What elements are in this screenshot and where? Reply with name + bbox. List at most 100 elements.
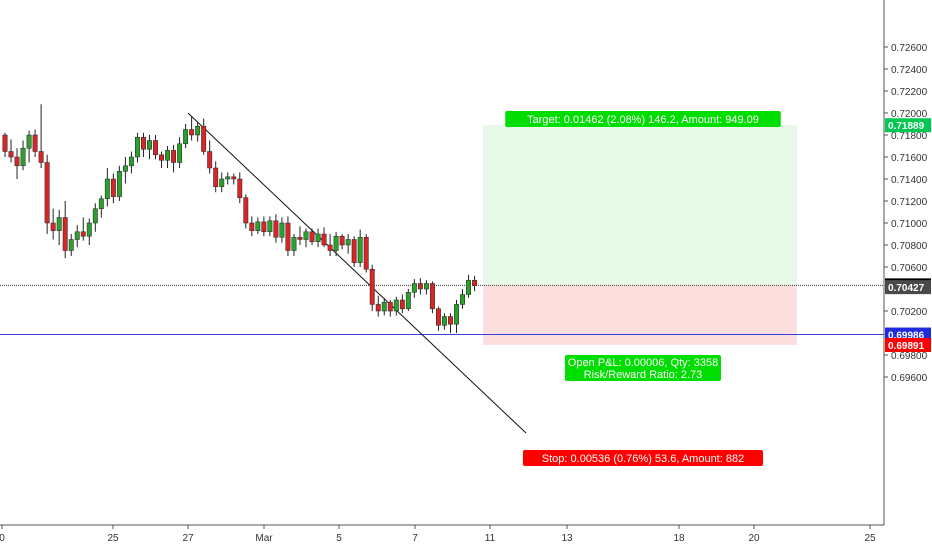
candle-body	[405, 292, 411, 310]
x-tick-label: 18	[673, 533, 685, 544]
open-pl-bg	[565, 355, 721, 381]
y-tick-label: 0.71200	[891, 197, 928, 208]
candle-body	[435, 308, 441, 326]
candle-body	[285, 222, 291, 251]
candle-body	[92, 208, 98, 224]
candle-body	[369, 268, 375, 305]
x-tick-label: Mar	[255, 533, 273, 544]
candle-body	[183, 129, 189, 145]
y-tick-label: 0.70200	[891, 307, 928, 318]
price-tag-text: 0.69986	[888, 331, 925, 342]
candle-body	[219, 178, 225, 187]
candle-body	[165, 150, 170, 161]
price-tag: 0.69891	[885, 337, 931, 352]
candle-body	[309, 231, 315, 242]
candle-body	[74, 231, 80, 240]
candle-body	[327, 244, 333, 251]
candle-body	[303, 231, 309, 240]
candle-body	[243, 197, 249, 224]
position-zones	[483, 125, 797, 345]
y-tick-label: 0.72200	[891, 87, 928, 98]
candle-body	[86, 222, 92, 237]
candle-body	[38, 151, 44, 163]
candle-body	[387, 301, 393, 312]
candle-body	[448, 316, 453, 325]
candle-body	[472, 279, 478, 286]
stop-label-text: Stop: 0.00536 (0.76%) 53.6, Amount: 882	[542, 453, 744, 465]
candle-body	[393, 299, 399, 312]
candle-body	[297, 237, 303, 240]
candle-body	[128, 156, 134, 167]
candle-body	[345, 239, 351, 246]
candle-body	[279, 222, 285, 238]
trend-line	[187, 112, 527, 434]
candle-body	[273, 220, 279, 238]
y-tick-label: 0.72400	[891, 65, 928, 76]
candle-body	[255, 221, 261, 231]
candle-body	[411, 283, 417, 293]
candle-body	[147, 140, 152, 150]
candle-body	[321, 233, 327, 246]
candle-body	[237, 178, 243, 198]
price-tag-text: 0.69891	[888, 341, 925, 352]
candle-body	[429, 283, 435, 310]
candle-body	[339, 235, 345, 246]
candle-body	[32, 134, 38, 152]
candle-body	[134, 136, 140, 158]
candle-body	[20, 147, 26, 167]
candle-body	[159, 154, 164, 161]
rr-text: Risk/Reward Ratio: 2.73	[584, 369, 703, 381]
candle-body	[177, 143, 183, 163]
candle-body	[153, 140, 158, 156]
candle-body	[80, 231, 86, 237]
candle-body	[110, 178, 116, 197]
candle-body	[68, 239, 74, 251]
candle-body	[261, 221, 267, 233]
candle-body	[50, 222, 56, 231]
price-tag-bg	[885, 118, 931, 133]
price-tag-text: 0.71889	[888, 121, 925, 132]
target-label: Target: 0.01462 (2.08%) 146.2, Amount: 9…	[505, 111, 781, 127]
axes: 0.72600 0.72400 0.72200 0.72000 0.71800 0.716…	[0, 0, 931, 544]
candle-body	[171, 150, 177, 163]
candle-body	[195, 125, 201, 136]
x-tick-label: 11	[485, 533, 496, 544]
x-tick-label: 25	[864, 533, 876, 544]
x-tick-label: 25	[107, 533, 119, 544]
candle-body	[141, 136, 146, 150]
price-tag-bg	[885, 337, 931, 352]
candle-body	[62, 217, 68, 251]
candle-body	[351, 239, 357, 263]
candle-body	[104, 178, 110, 200]
price-tag-text: 0.70427	[888, 283, 925, 294]
y-tick-label: 0.70800	[891, 241, 928, 252]
x-tick-label: 5	[336, 533, 342, 544]
candle-body	[381, 301, 387, 312]
candle-body	[122, 165, 128, 172]
candle-body	[8, 151, 14, 158]
x-tick-label: 0	[0, 533, 5, 544]
candle-body	[375, 304, 381, 312]
candle-body	[291, 237, 297, 251]
y-tick-label: 0.71400	[891, 175, 928, 186]
candles	[2, 104, 478, 333]
y-tick-label: 0.69600	[891, 373, 928, 384]
y-tick-label: 0.70600	[891, 263, 928, 274]
price-tag: 0.71889	[885, 118, 931, 132]
candle-body	[207, 151, 213, 169]
y-tick-label: 0.69800	[891, 351, 928, 362]
candle-body	[26, 134, 32, 149]
price-tag: 0.70427	[885, 280, 931, 295]
open-pl-box: Open P&L: 0.00006, Qty: 3358Risk/Reward …	[565, 355, 721, 381]
candle-body	[213, 167, 219, 187]
price-tag-bg	[885, 280, 931, 295]
x-tick-label: 13	[561, 533, 573, 544]
chart-lines	[0, 112, 884, 434]
target-label-bg	[505, 111, 781, 127]
candle-body	[2, 134, 8, 152]
candle-body	[189, 129, 195, 136]
x-tick-label: 7	[412, 533, 418, 544]
candle-body	[44, 162, 50, 224]
